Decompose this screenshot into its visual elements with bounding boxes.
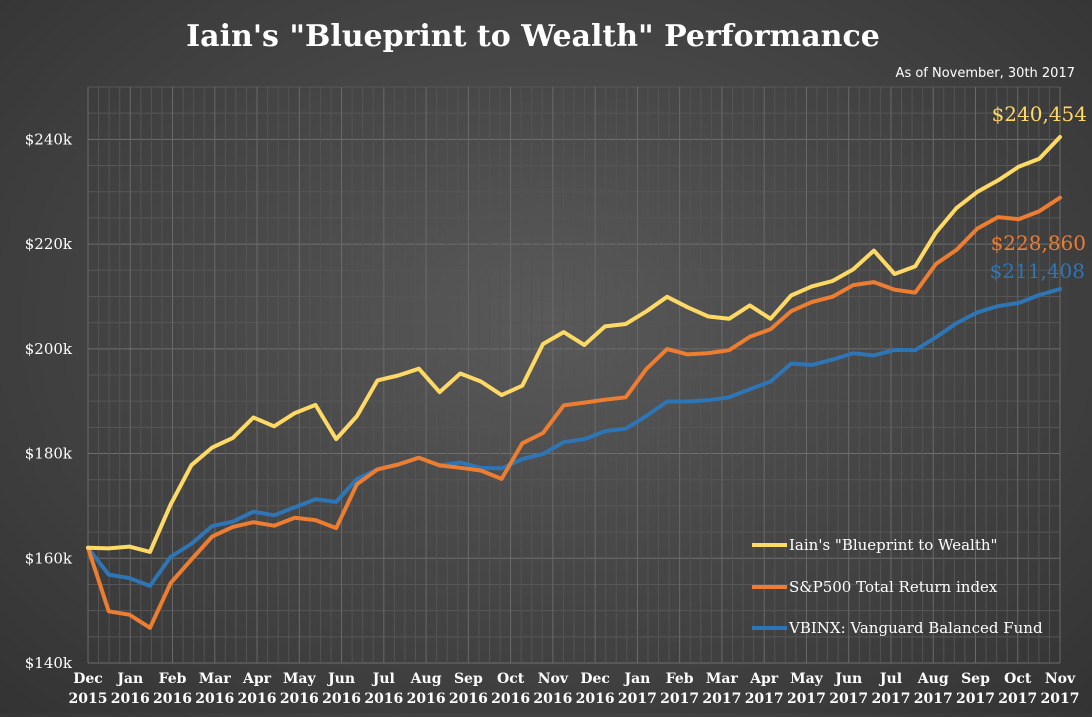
x-tick-month: Aug bbox=[917, 671, 949, 687]
x-tick-month: Jun bbox=[833, 671, 862, 687]
x-tick-month: Oct bbox=[1004, 671, 1032, 687]
x-tick-month: May bbox=[790, 671, 824, 687]
y-tick-label: $160k bbox=[25, 549, 73, 567]
x-tick-month: Apr bbox=[749, 671, 779, 687]
x-tick-month: Mar bbox=[199, 671, 232, 687]
x-tick-month: Dec bbox=[580, 671, 610, 687]
x-tick-year: 2016 bbox=[153, 691, 192, 707]
x-tick-year: 2016 bbox=[533, 691, 572, 707]
end-value-label: $228,860 bbox=[991, 231, 1086, 255]
y-tick-label: $240k bbox=[25, 130, 73, 148]
x-tick-month: Sep bbox=[961, 671, 990, 687]
x-tick-year: 2016 bbox=[576, 691, 615, 707]
x-tick-month: Dec bbox=[73, 671, 103, 687]
x-tick-year: 2016 bbox=[238, 691, 277, 707]
x-tick-month: Mar bbox=[706, 671, 739, 687]
x-tick-year: 2017 bbox=[660, 691, 699, 707]
chart-subtitle: As of November, 30th 2017 bbox=[896, 66, 1075, 81]
legend: Iain's "Blueprint to Wealth" S&P500 Total… bbox=[752, 536, 1043, 637]
legend-label: Iain's "Blueprint to Wealth" bbox=[789, 536, 997, 554]
x-tick-month: Nov bbox=[1045, 671, 1076, 687]
x-axis: Dec 2015 Jan 2016 Feb 2016 Mar 2016 Apr 2016 May 20… bbox=[69, 671, 1080, 707]
legend-label: VBINX: Vanguard Balanced Fund bbox=[788, 619, 1043, 637]
x-tick-year: 2016 bbox=[364, 691, 403, 707]
x-tick-year: 2016 bbox=[111, 691, 150, 707]
end-value-label: $211,408 bbox=[990, 259, 1085, 283]
y-tick-label: $180k bbox=[25, 445, 73, 463]
y-axis: $140k $160k $180k $200k $220k $240k bbox=[25, 130, 73, 672]
x-tick-month: Sep bbox=[454, 671, 483, 687]
x-tick-year: 2017 bbox=[1041, 691, 1080, 707]
x-tick-month: Jul bbox=[371, 671, 395, 687]
x-tick-month: Feb bbox=[159, 671, 187, 687]
x-tick-month: Feb bbox=[666, 671, 694, 687]
chart-title: Iain's "Blueprint to Wealth" Performance bbox=[186, 19, 880, 54]
x-tick-year: 2017 bbox=[829, 691, 868, 707]
x-tick-month: Jan bbox=[115, 671, 143, 687]
x-tick-year: 2017 bbox=[914, 691, 953, 707]
x-tick-year: 2017 bbox=[998, 691, 1037, 707]
x-tick-month: Jun bbox=[326, 671, 355, 687]
end-value-label: $240,454 bbox=[992, 102, 1087, 126]
series-lines bbox=[86, 135, 1062, 630]
y-tick-label: $200k bbox=[25, 340, 73, 358]
x-tick-year: 2016 bbox=[491, 691, 530, 707]
series-line bbox=[86, 287, 1062, 588]
end-labels: $240,454 $228,860 $211,408 bbox=[990, 102, 1087, 283]
x-tick-year: 2016 bbox=[449, 691, 488, 707]
x-tick-year: 2016 bbox=[407, 691, 446, 707]
x-tick-year: 2016 bbox=[195, 691, 234, 707]
x-tick-month: May bbox=[283, 671, 317, 687]
x-tick-year: 2017 bbox=[618, 691, 657, 707]
x-tick-year: 2017 bbox=[956, 691, 995, 707]
x-tick-year: 2017 bbox=[702, 691, 741, 707]
x-tick-year: 2016 bbox=[322, 691, 361, 707]
y-tick-label: $140k bbox=[25, 654, 73, 672]
series-line bbox=[86, 195, 1062, 630]
x-tick-year: 2017 bbox=[871, 691, 910, 707]
series-line bbox=[86, 135, 1062, 554]
x-tick-year: 2016 bbox=[280, 691, 319, 707]
grid bbox=[87, 86, 1061, 664]
x-tick-year: 2015 bbox=[69, 691, 108, 707]
x-tick-month: Nov bbox=[538, 671, 569, 687]
x-tick-month: Apr bbox=[242, 671, 272, 687]
x-tick-year: 2017 bbox=[745, 691, 784, 707]
x-tick-month: Aug bbox=[410, 671, 442, 687]
x-tick-year: 2017 bbox=[787, 691, 826, 707]
legend-label: S&P500 Total Return index bbox=[789, 578, 998, 596]
x-tick-month: Jul bbox=[878, 671, 902, 687]
y-tick-label: $220k bbox=[25, 235, 73, 253]
x-tick-month: Oct bbox=[497, 671, 525, 687]
x-tick-month: Jan bbox=[622, 671, 650, 687]
